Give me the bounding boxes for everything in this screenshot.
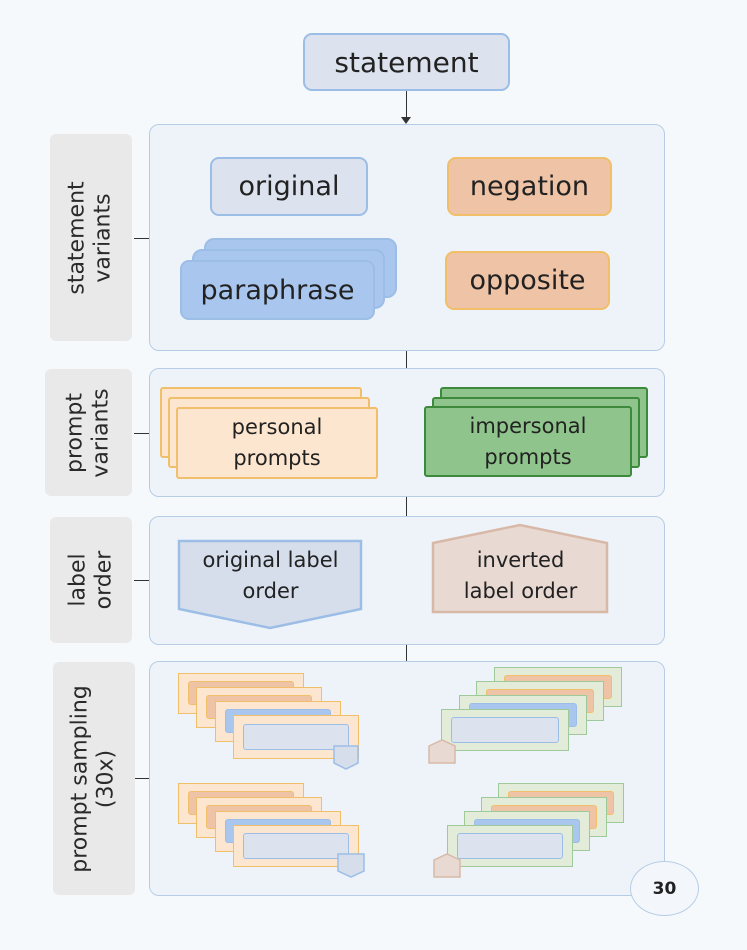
sample-group <box>178 673 368 773</box>
side-label-line: statement <box>65 180 91 295</box>
sample-card <box>447 825 573 867</box>
sample-group <box>428 667 628 767</box>
tick-line <box>134 238 149 240</box>
impersonal-line: prompts <box>484 444 572 469</box>
tick-line <box>134 580 149 582</box>
personal-prompts-card: personal prompts <box>176 407 378 479</box>
original-label-order-line: order <box>242 579 299 603</box>
sample-card <box>233 825 359 867</box>
side-label-line: label <box>64 553 90 607</box>
sample-statement-box <box>243 833 349 859</box>
arrow-head-icon <box>401 117 411 124</box>
side-label-label-order: label order <box>50 517 132 643</box>
side-label-line: (30x) <box>94 749 120 808</box>
side-label-line: prompt <box>62 392 88 473</box>
inverted-label-order-line: label order <box>463 579 578 603</box>
sample-count-label: 30 <box>652 878 677 899</box>
paraphrase-label: paraphrase <box>200 274 355 306</box>
personal-line: prompts <box>233 446 321 470</box>
sample-statement-box <box>457 833 563 859</box>
impersonal-line: impersonal <box>469 413 587 438</box>
sample-statement-box <box>451 717 559 743</box>
original-order-marker-icon <box>333 745 359 770</box>
original-label-order-shape <box>177 539 363 630</box>
side-label-line: variants <box>91 192 117 283</box>
original-label-order-line: original label <box>202 548 339 572</box>
side-label-line: order <box>90 550 116 610</box>
inverted-order-marker-icon <box>433 853 461 878</box>
paraphrase-stack: paraphrase <box>180 238 400 320</box>
tick-line <box>134 433 149 435</box>
paraphrase-node: paraphrase <box>180 260 375 320</box>
inverted-label-order-line: inverted <box>476 548 565 572</box>
original-node: original <box>210 157 368 216</box>
side-label-prompt-sampling: prompt sampling (30x) <box>53 662 135 895</box>
side-label-statement-variants: statement variants <box>50 134 132 341</box>
original-label-order-text: original label order <box>178 545 363 607</box>
sample-statement-box <box>243 724 349 750</box>
statement-label: statement <box>334 45 479 79</box>
connector <box>406 497 408 516</box>
inverted-order-marker-icon <box>428 739 456 764</box>
sample-card <box>441 709 569 751</box>
side-label-line: variants <box>88 387 114 478</box>
negation-label: negation <box>469 171 590 202</box>
tick-line <box>135 778 150 780</box>
statement-node: statement <box>303 33 510 91</box>
sample-group <box>178 783 368 883</box>
side-label-line: prompt sampling <box>68 684 94 873</box>
opposite-label: opposite <box>469 265 586 296</box>
inverted-label-order-text: inverted label order <box>432 545 609 607</box>
impersonal-prompts-card: impersonal prompts <box>424 406 632 477</box>
sample-count-badge: 30 <box>630 861 699 916</box>
negation-node: negation <box>447 157 612 216</box>
sample-group <box>433 783 633 883</box>
original-order-marker-icon <box>337 853 365 878</box>
inverted-label-order-shape <box>431 523 609 614</box>
side-label-prompt-variants: prompt variants <box>45 369 132 496</box>
original-label: original <box>238 171 340 202</box>
connector <box>406 645 408 661</box>
connector <box>406 91 408 119</box>
connector <box>406 351 408 369</box>
opposite-node: opposite <box>445 251 610 310</box>
personal-line: personal <box>231 415 323 439</box>
